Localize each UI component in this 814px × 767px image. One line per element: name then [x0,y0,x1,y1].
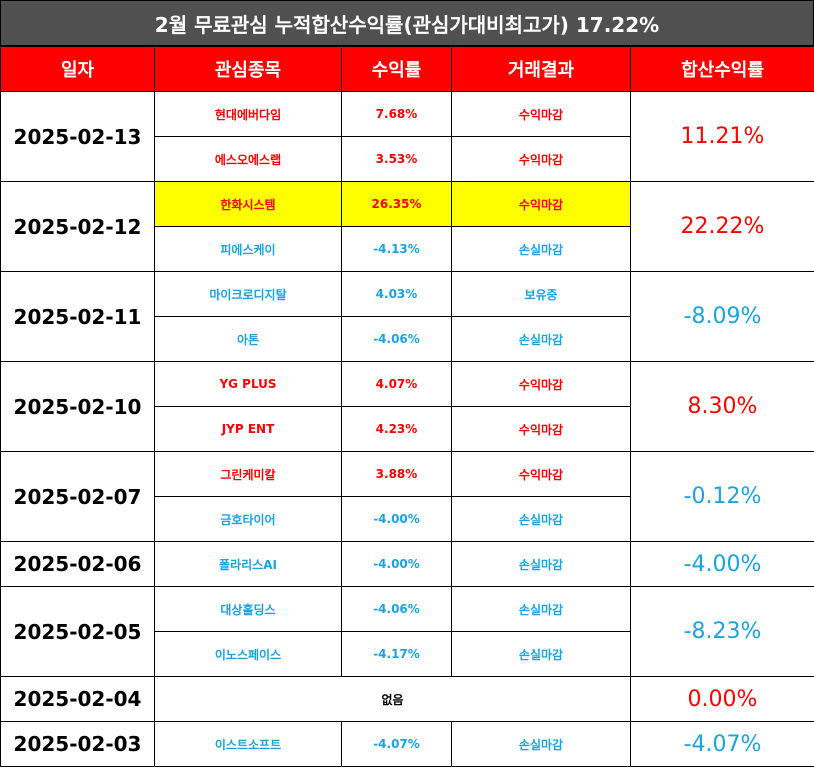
stock-rate: -4.13% [342,227,452,272]
header-row: 일자 관심종목 수익률 거래결과 합산수익률 [1,47,814,92]
trade-result: 손실마감 [452,317,631,362]
stock-name: 마이크로디지탈 [155,272,342,317]
stock-rate: 3.53% [342,137,452,182]
table-row: 2025-02-12 한화시스템 26.35% 수익마감 22.22% [1,182,814,227]
table-row: 2025-02-05 대상홀딩스 -4.06% 손실마감 -8.23% [1,587,814,632]
trade-result: 수익마감 [452,407,631,452]
header-total: 합산수익률 [631,47,814,92]
stock-name: 금호타이어 [155,497,342,542]
stock-rate: 4.03% [342,272,452,317]
date-cell: 2025-02-07 [1,452,155,542]
date-cell: 2025-02-04 [1,677,155,722]
returns-table: 일자 관심종목 수익률 거래결과 합산수익률 2025-02-13 현대에버다임… [0,46,814,767]
date-cell: 2025-02-06 [1,542,155,587]
stock-name: 폴라리스AI [155,542,342,587]
table-row: 2025-02-13 현대에버다임 7.68% 수익마감 11.21% [1,92,814,137]
stock-name: 이노스페이스 [155,632,342,677]
stock-name: 이스트소프트 [155,722,342,767]
stock-rate: 4.07% [342,362,452,407]
table-row: 2025-02-07 그린케미칼 3.88% 수익마감 -0.12% [1,452,814,497]
date-cell: 2025-02-12 [1,182,155,272]
total-return: -4.07% [631,722,814,767]
stock-rate: 4.23% [342,407,452,452]
total-return: -8.23% [631,587,814,677]
trade-result: 손실마감 [452,632,631,677]
stock-rate: -4.17% [342,632,452,677]
trade-result: 수익마감 [452,92,631,137]
trade-result: 손실마감 [452,497,631,542]
header-rate: 수익률 [342,47,452,92]
table-row: 2025-02-11 마이크로디지탈 4.03% 보유중 -8.09% [1,272,814,317]
trade-result: 손실마감 [452,542,631,587]
total-return: 11.21% [631,92,814,182]
stock-rate: 7.68% [342,92,452,137]
stock-name: YG PLUS [155,362,342,407]
date-cell: 2025-02-03 [1,722,155,767]
table-row: 2025-02-03 이스트소프트 -4.07% 손실마감 -4.07% [1,722,814,767]
stock-name: 아톤 [155,317,342,362]
stock-name: 현대에버다임 [155,92,342,137]
header-date: 일자 [1,47,155,92]
trade-result: 수익마감 [452,452,631,497]
table-row: 2025-02-10 YG PLUS 4.07% 수익마감 8.30% [1,362,814,407]
stock-name: 피에스케이 [155,227,342,272]
trade-result: 수익마감 [452,182,631,227]
stock-rate: -4.06% [342,317,452,362]
stock-name: 에스오에스랩 [155,137,342,182]
date-cell: 2025-02-13 [1,92,155,182]
header-stock: 관심종목 [155,47,342,92]
table-row: 2025-02-06 폴라리스AI -4.00% 손실마감 -4.00% [1,542,814,587]
trade-result: 손실마감 [452,587,631,632]
total-return: -0.12% [631,452,814,542]
date-cell: 2025-02-10 [1,362,155,452]
stock-rate: 26.35% [342,182,452,227]
no-picks-cell: 없음 [155,677,631,722]
trade-result: 손실마감 [452,227,631,272]
trade-result: 수익마감 [452,362,631,407]
stock-rate: -4.00% [342,542,452,587]
stock-name: JYP ENT [155,407,342,452]
trade-result: 손실마감 [452,722,631,767]
trade-result: 보유중 [452,272,631,317]
stock-name: 대상홀딩스 [155,587,342,632]
table-row: 2025-02-04 없음 0.00% [1,677,814,722]
date-cell: 2025-02-05 [1,587,155,677]
total-return: -8.09% [631,272,814,362]
page-title: 2월 무료관심 누적합산수익률(관심가대비최고가) 17.22% [0,0,814,46]
stock-name: 한화시스템 [155,182,342,227]
total-return: 22.22% [631,182,814,272]
trade-result: 수익마감 [452,137,631,182]
date-cell: 2025-02-11 [1,272,155,362]
total-return: 8.30% [631,362,814,452]
stock-rate: -4.00% [342,497,452,542]
stock-rate: -4.07% [342,722,452,767]
header-result: 거래결과 [452,47,631,92]
stock-name: 그린케미칼 [155,452,342,497]
total-return: 0.00% [631,677,814,722]
stock-rate: 3.88% [342,452,452,497]
stock-rate: -4.06% [342,587,452,632]
total-return: -4.00% [631,542,814,587]
